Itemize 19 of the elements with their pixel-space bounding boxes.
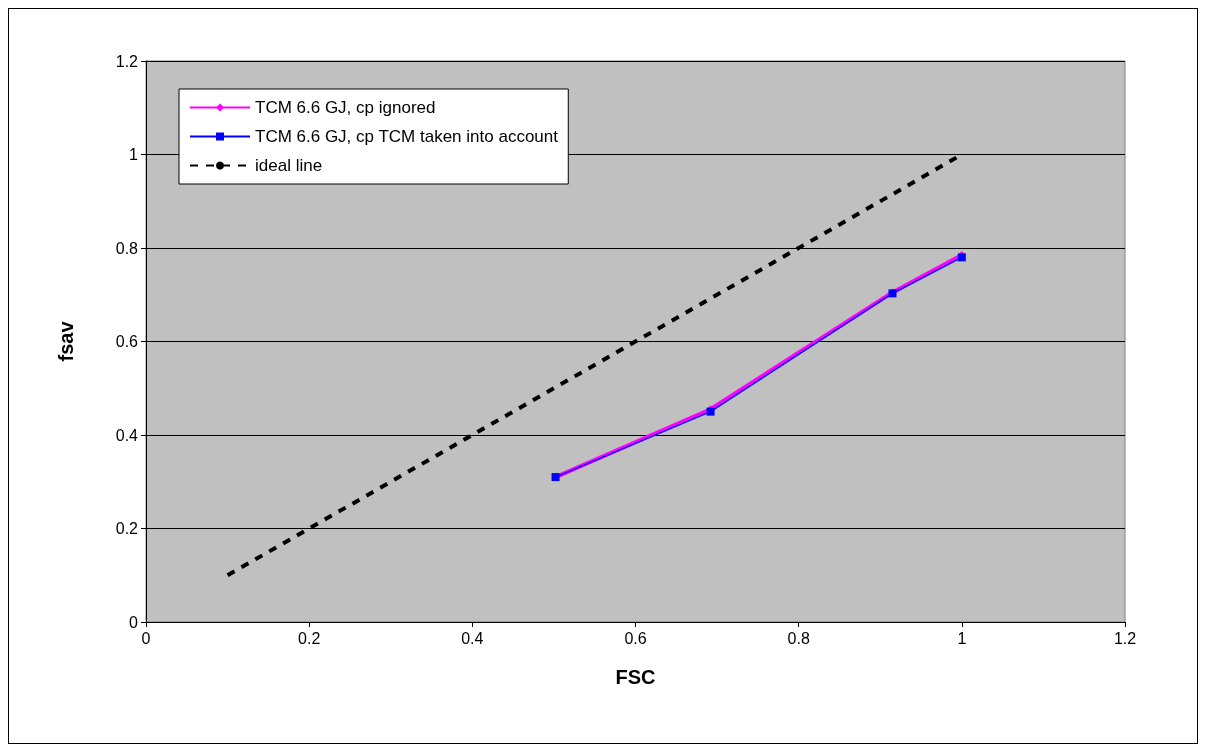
legend-label: TCM 6.6 GJ, cp ignored (255, 98, 436, 117)
x-tick-label: 0.8 (787, 629, 810, 647)
x-tick-label: 0.6 (624, 629, 647, 647)
y-tick-label: 1 (129, 146, 139, 163)
y-axis-title: fsav (55, 320, 77, 362)
x-tick-label: 0 (141, 629, 151, 647)
legend-label: TCM 6.6 GJ, cp TCM taken into account (255, 127, 559, 146)
legend-label: ideal line (255, 156, 323, 175)
x-tick-label: 1.2 (1113, 629, 1137, 647)
y-tick-label: 0.6 (115, 333, 139, 350)
x-tick-label: 0.4 (461, 629, 484, 647)
x-tick-label: 1 (957, 629, 967, 647)
y-tick-label: 0.2 (115, 520, 139, 537)
x-tick-label: 0.2 (298, 629, 321, 647)
x-axis-title: FSC (615, 666, 656, 688)
y-tick-label: 0.8 (115, 239, 139, 257)
y-tick-label: 1.2 (115, 52, 139, 70)
y-tick-label: 0 (129, 613, 139, 631)
y-tick-label: 0.4 (115, 426, 139, 444)
